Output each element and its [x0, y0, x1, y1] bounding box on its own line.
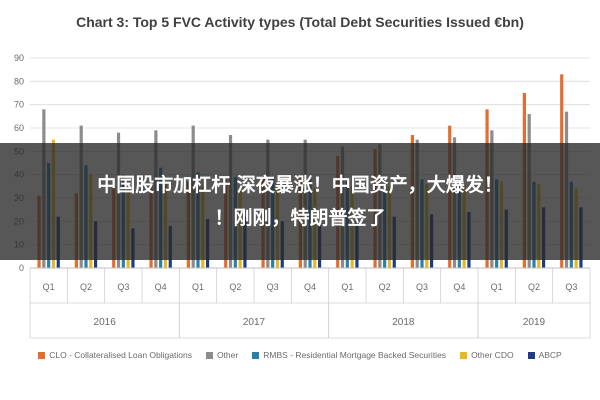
legend: CLO - Collateralised Loan Obligations Oth… — [0, 350, 600, 360]
legend-item: Other CDO — [460, 350, 514, 360]
x-tick-label: Q4 — [453, 282, 465, 292]
headline-overlay[interactable] — [0, 143, 600, 260]
y-tick-label: 0 — [19, 263, 24, 273]
x-tick-label: Q3 — [565, 282, 577, 292]
x-tick-label: Q3 — [416, 282, 428, 292]
y-tick-label: 80 — [14, 76, 24, 86]
legend-item: ABCP — [527, 350, 562, 360]
x-tick-label: Q3 — [117, 282, 129, 292]
legend-label: Other — [216, 350, 239, 360]
legend-swatch — [205, 351, 213, 359]
legend-swatch — [460, 351, 468, 359]
legend-item: Other — [205, 350, 239, 360]
x-tick-label: Q1 — [491, 282, 503, 292]
y-tick-label: 60 — [14, 123, 24, 133]
year-label: 2019 — [523, 317, 546, 328]
legend-swatch — [38, 351, 46, 359]
x-tick-label: Q3 — [267, 282, 279, 292]
legend-label: ABCP — [538, 350, 562, 360]
legend-swatch — [252, 351, 260, 359]
y-tick-label: 90 — [14, 53, 24, 63]
x-tick-label: Q2 — [528, 282, 540, 292]
legend-label: CLO - Collateralised Loan Obligations — [49, 350, 192, 360]
y-tick-label: 70 — [14, 100, 24, 110]
legend-swatch — [527, 351, 535, 359]
overlay-headline-line2[interactable]: ！刚刚，特朗普签了 — [214, 207, 386, 229]
x-tick-label: Q2 — [229, 282, 241, 292]
overlay-headline-line1[interactable]: 中国股市加杠杆 深夜暴涨！中国资产，大爆发！ — [97, 174, 503, 196]
chart-title: Chart 3: Top 5 FVC Activity types (Total… — [76, 14, 524, 30]
year-label: 2016 — [94, 317, 117, 328]
x-tick-label: Q2 — [379, 282, 391, 292]
legend-label: Other CDO — [471, 350, 514, 360]
x-tick-label: Q1 — [341, 282, 353, 292]
year-label: 2018 — [392, 317, 415, 328]
x-tick-label: Q1 — [43, 282, 55, 292]
legend-item: CLO - Collateralised Loan Obligations — [38, 350, 192, 360]
legend-item: RMBS - Residential Mortgage Backed Secur… — [252, 350, 446, 360]
x-tick-label: Q4 — [155, 282, 167, 292]
year-label: 2017 — [243, 317, 266, 328]
x-tick-label: Q4 — [304, 282, 316, 292]
legend-label: RMBS - Residential Mortgage Backed Secur… — [263, 350, 447, 360]
x-tick-label: Q2 — [80, 282, 92, 292]
x-tick-label: Q1 — [192, 282, 204, 292]
